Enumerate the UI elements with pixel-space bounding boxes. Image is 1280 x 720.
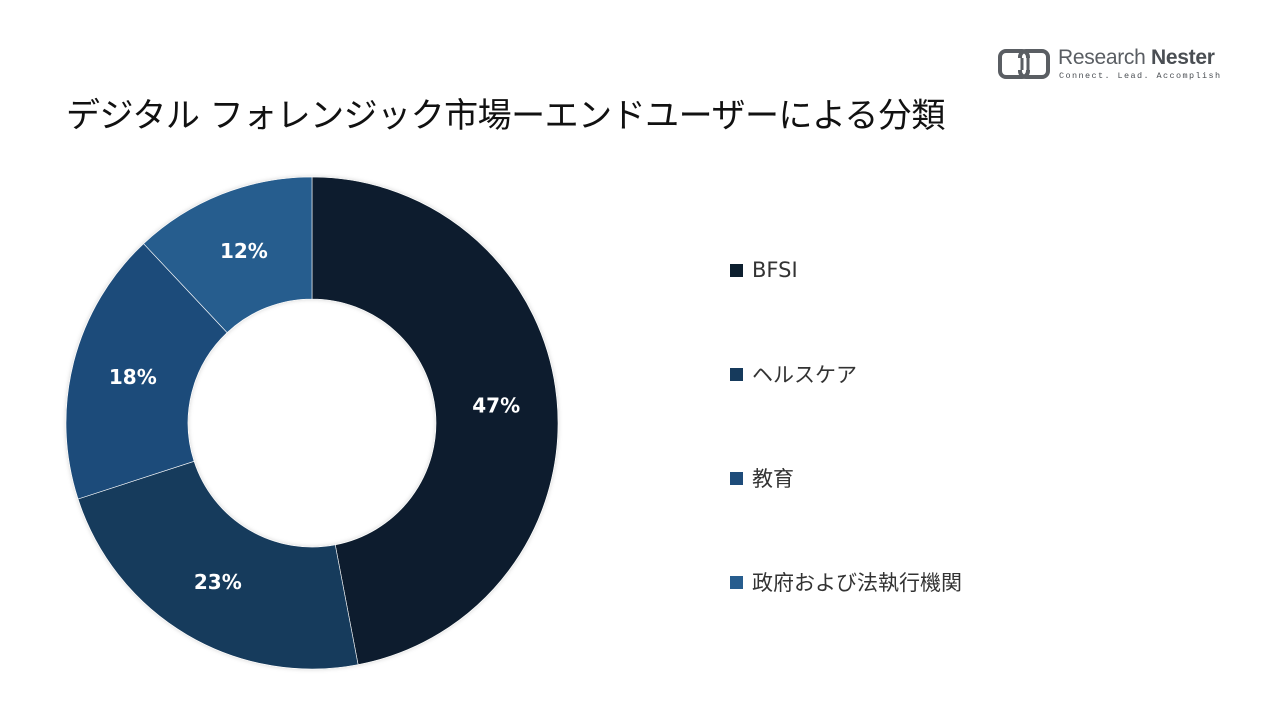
legend-label: ヘルスケア bbox=[752, 363, 857, 387]
donut-chart: 47% 23% 18% 12% bbox=[65, 176, 559, 670]
legend-swatch bbox=[730, 575, 743, 589]
legend-item-2: ヘルスケア bbox=[730, 354, 857, 394]
legend-label: 教育 bbox=[752, 467, 794, 491]
legend-swatch bbox=[730, 367, 743, 381]
legend-item-4: 政府および法執行機関 bbox=[730, 562, 962, 602]
donut-slice-2 bbox=[77, 460, 359, 670]
logo-name-bold: Nester bbox=[1151, 46, 1215, 69]
legend-item-1: BFSI bbox=[730, 250, 798, 290]
donut-slice-3 bbox=[65, 243, 228, 500]
legend-swatch bbox=[730, 263, 743, 277]
legend-swatch bbox=[730, 471, 743, 485]
donut-slice-1 bbox=[311, 176, 559, 665]
logo-name-regular: Research bbox=[1058, 46, 1152, 69]
logo-tagline: Connect. Lead. Accomplish bbox=[1059, 71, 1222, 81]
slice-data-label-3: 18% bbox=[109, 365, 157, 389]
research-nester-logo: Research Nester Connect. Lead. Accomplis… bbox=[998, 46, 1220, 86]
slice-data-label-1: 47% bbox=[472, 394, 520, 418]
logo-name: Research Nester bbox=[1058, 46, 1215, 70]
legend-item-3: 教育 bbox=[730, 458, 794, 498]
logo-mark-icon bbox=[998, 49, 1050, 79]
slice-data-label-4: 12% bbox=[220, 239, 268, 263]
legend-label: 政府および法執行機関 bbox=[752, 571, 962, 595]
page-title: デジタル フォレンジック市場ーエンドユーザーによる分類 bbox=[66, 96, 945, 136]
donut-slice-4 bbox=[143, 176, 313, 334]
legend-label: BFSI bbox=[752, 258, 798, 282]
slice-data-label-2: 23% bbox=[194, 570, 242, 594]
